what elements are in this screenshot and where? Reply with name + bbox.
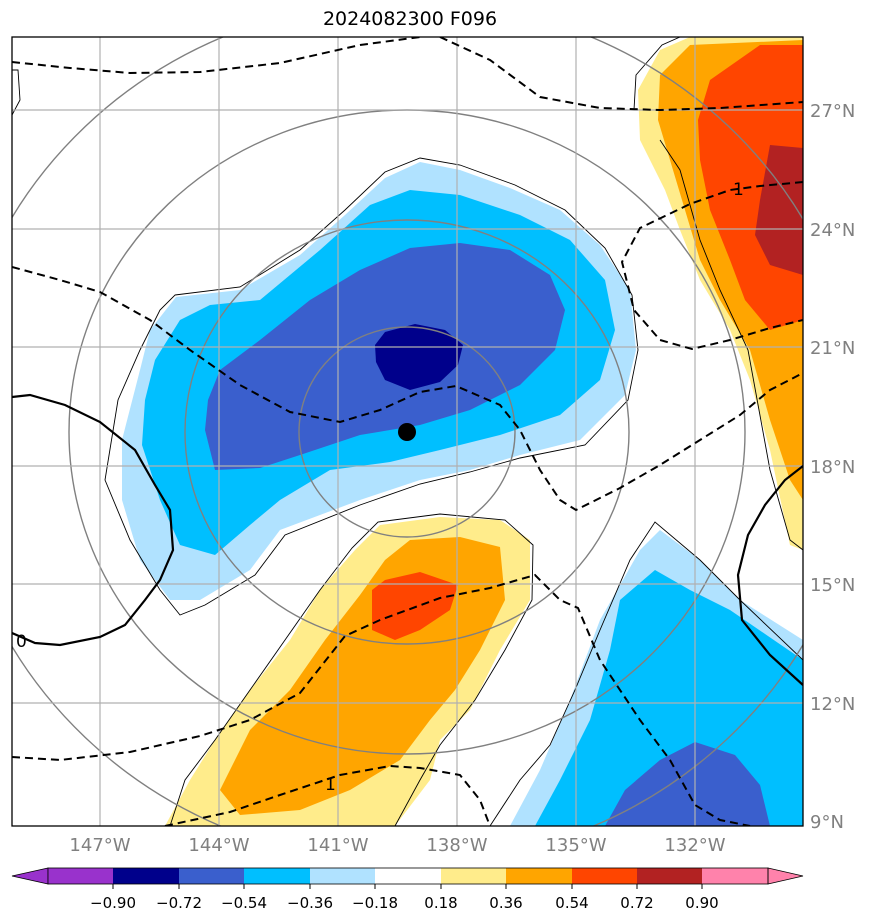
lat-label: 15°N	[810, 575, 855, 596]
blue-anomaly-southeast	[510, 530, 803, 826]
lat-label: 27°N	[810, 101, 855, 122]
colorbar-segment	[441, 868, 506, 884]
cyclone-blue-anomaly	[122, 162, 636, 600]
map-title: 2024082300 F096	[322, 8, 498, 30]
colorbar-segment	[702, 868, 768, 884]
storm-center-marker	[398, 423, 416, 441]
lon-label: 135°W	[545, 835, 606, 856]
colorbar-tick-label: 0.72	[620, 894, 653, 912]
colorbar-tick-label: 0.54	[555, 894, 588, 912]
zero-contours	[12, 393, 803, 686]
colorbar-segment	[375, 868, 441, 884]
lat-label: 12°N	[810, 694, 855, 715]
colorbar-segment	[310, 868, 375, 884]
colorbar-segment	[572, 868, 637, 884]
dashed-contours	[12, 37, 803, 826]
lat-label: 9°N	[810, 812, 844, 833]
lat-label: 21°N	[810, 338, 855, 359]
colorbar-segment	[637, 868, 702, 884]
colorbar: −0.90 −0.72 −0.54 −0.36 −0.18 0.18 0.36 …	[11, 867, 804, 912]
thin-contours	[12, 37, 803, 826]
colorbar-extend-low	[11, 867, 49, 885]
contour-label-west: 0	[16, 632, 27, 652]
lon-label: 141°W	[307, 835, 368, 856]
colorbar-tick-label: 0.18	[424, 894, 457, 912]
colorbar-tick-label: −0.54	[221, 894, 267, 912]
colorbar-segment	[179, 868, 244, 884]
colorbar-tick-label: −0.72	[156, 894, 202, 912]
lon-label: 144°W	[188, 835, 249, 856]
lon-label: 147°W	[69, 835, 130, 856]
lat-label: 18°N	[810, 457, 855, 478]
colorbar-tick-label: −0.36	[287, 894, 333, 912]
longitude-labels: 147°W 144°W 141°W 138°W 135°W 132°W	[69, 835, 725, 856]
warm-anomaly-northeast	[638, 37, 803, 550]
colorbar-tick-label: 0.36	[489, 894, 522, 912]
colorbar-tick-label: −0.18	[352, 894, 398, 912]
colorbar-tick-label: −0.90	[90, 894, 136, 912]
lon-label: 138°W	[426, 835, 487, 856]
colorbar-extend-high	[767, 867, 804, 885]
graticule	[12, 37, 803, 826]
contour-label-east: 1	[733, 180, 744, 200]
latitude-labels: 27°N 24°N 21°N 18°N 15°N 12°N 9°N	[810, 101, 855, 833]
warm-anomaly-south	[165, 517, 530, 826]
lon-label: 132°W	[664, 835, 725, 856]
colorbar-segment	[48, 868, 113, 884]
colorbar-segment	[113, 868, 179, 884]
map-panel	[12, 37, 803, 826]
map-frame	[11, 36, 804, 827]
colorbar-tick-label: 0.90	[685, 894, 718, 912]
contour-label-south: 1	[325, 775, 336, 795]
lat-label: 24°N	[810, 220, 855, 241]
colorbar-segment	[506, 868, 572, 884]
colorbar-segment	[244, 868, 310, 884]
